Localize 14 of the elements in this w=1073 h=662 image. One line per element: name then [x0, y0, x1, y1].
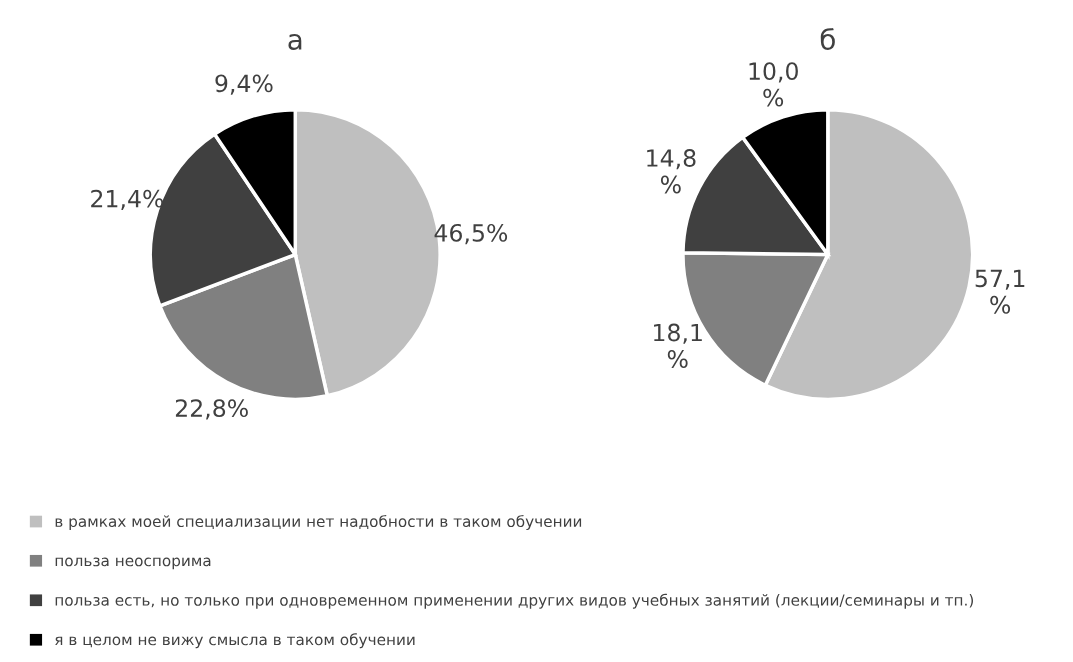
data-label: 18,1 %: [654, 323, 702, 368]
data-label: 22,8%: [175, 399, 248, 420]
data-label: 46,5%: [434, 223, 508, 245]
legend-label: в рамках моей специализации нет надобности в таком обучении: [55, 514, 582, 531]
data-label: 14,8 %: [647, 149, 696, 194]
data-label: 10,0 %: [749, 62, 798, 107]
data-label: 21,4%: [91, 189, 164, 211]
data-label: 57,1 %: [975, 269, 1025, 314]
chart-title: б: [820, 27, 835, 50]
legend-label: польза есть, но только при одновременном применении других видов учебных занятий (лекции/семинары и тп.): [55, 593, 974, 609]
chart-title: а: [288, 34, 302, 50]
legend-label: польза неоспорима: [55, 557, 211, 570]
data-label: 9,4%: [215, 74, 273, 95]
legend-label: я в целом не вижу смысла в таком обучении: [55, 633, 415, 649]
